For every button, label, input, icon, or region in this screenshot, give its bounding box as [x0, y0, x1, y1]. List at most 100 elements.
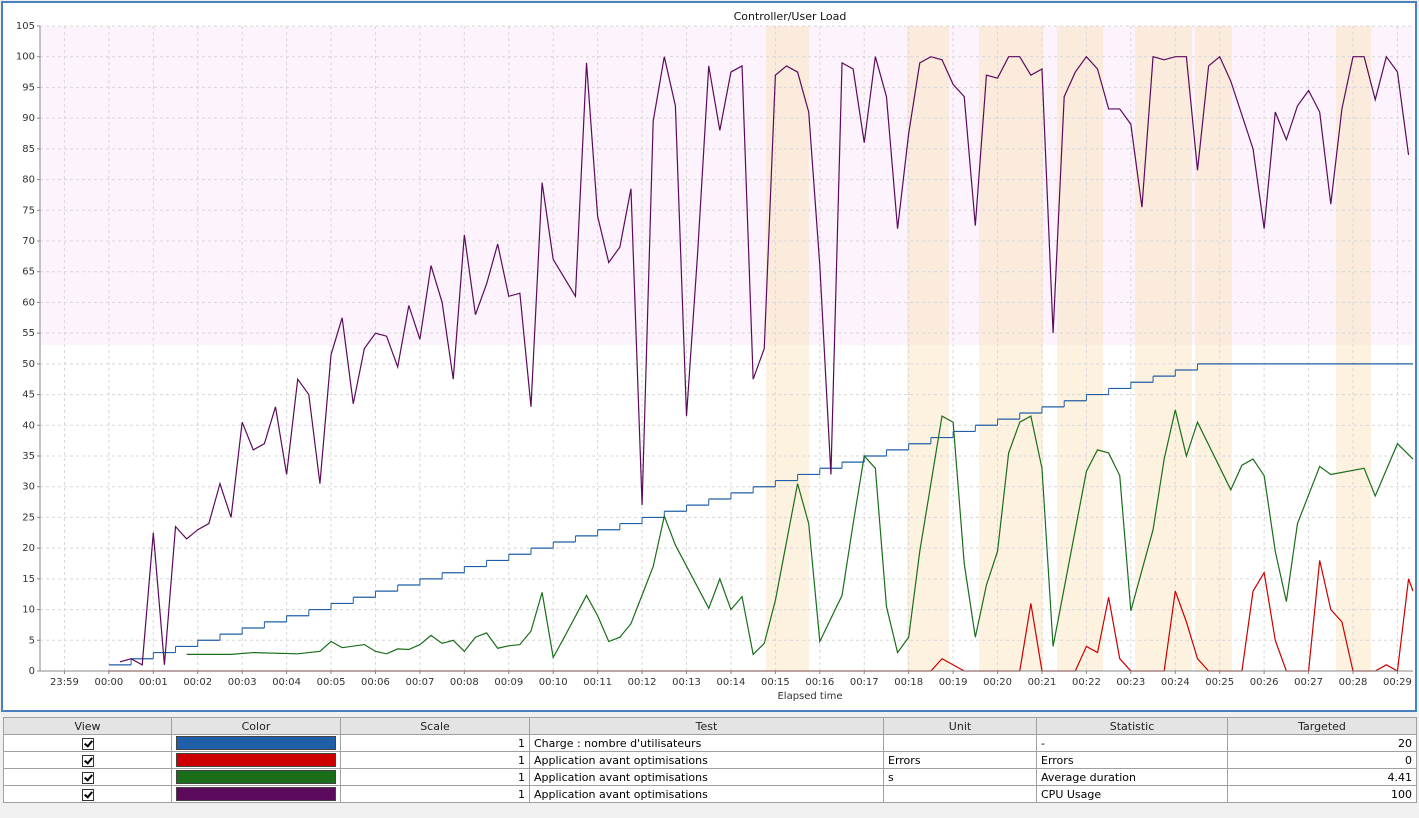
x-tick-label: 00:11: [583, 677, 612, 688]
y-tick-label: 45: [22, 390, 35, 401]
column-header: Unit: [883, 717, 1037, 735]
table-row: 1 Application avant optimisations Errors Er…: [3, 751, 1417, 769]
x-tick-label: 00:09: [494, 677, 523, 688]
series-line: [186, 409, 1414, 660]
x-tick-label: 00:08: [450, 677, 479, 688]
y-tick-label: 15: [22, 574, 35, 585]
band: [1057, 26, 1103, 671]
view-cell: [3, 734, 172, 752]
band: [1135, 26, 1192, 671]
table-header: View Color Scale Test Unit Statistic Targeted: [3, 717, 1417, 735]
y-tick-label: 25: [22, 512, 35, 523]
scale-cell: 1: [340, 785, 530, 803]
series-lines: [108, 55, 1414, 672]
x-tick-label: 00:24: [1161, 677, 1190, 688]
y-tick-label: 50: [22, 359, 35, 370]
x-tick-label: 00:28: [1339, 677, 1368, 688]
x-tick-label: 00:10: [539, 677, 568, 688]
y-tick-label: 80: [22, 175, 35, 186]
column-header: View: [3, 717, 172, 735]
series-line: [108, 560, 1414, 672]
x-tick-label: 23:59: [50, 677, 79, 688]
targeted-cell: 4.41: [1227, 768, 1417, 786]
y-tick-label: 10: [22, 605, 35, 616]
table-body: 1 Charge : nombre d'utilisateurs -20 1 Appli…: [3, 734, 1417, 803]
color-cell: [171, 751, 341, 769]
statistic-cell: Average duration: [1036, 768, 1228, 786]
x-tick-label: 00:22: [1072, 677, 1101, 688]
x-tick-label: 00:29: [1383, 677, 1412, 688]
band: [1336, 26, 1371, 671]
x-axis-label: Elapsed time: [777, 691, 842, 702]
x-tick-label: 00:14: [717, 677, 746, 688]
x-tick-label: 00:18: [894, 677, 923, 688]
x-tick-label: 00:13: [672, 677, 701, 688]
highlight-bands: [766, 26, 1371, 671]
x-tick-label: 00:02: [183, 677, 212, 688]
unit-cell: [883, 734, 1037, 752]
scale-cell: 1: [340, 768, 530, 786]
y-tick-label: 35: [22, 451, 35, 462]
x-tick-label: 00:27: [1294, 677, 1323, 688]
x-tick-label: 00:05: [317, 677, 346, 688]
x-tick-label: 00:06: [361, 677, 390, 688]
band: [979, 26, 1043, 671]
unit-cell: s: [883, 768, 1037, 786]
y-tick-label: 100: [16, 52, 35, 63]
unit-cell: [883, 785, 1037, 803]
statistic-cell: -: [1036, 734, 1228, 752]
y-tick-label: 85: [22, 144, 35, 155]
x-tick-label: 00:20: [983, 677, 1012, 688]
color-cell: [171, 785, 341, 803]
chart: Controller/User Load Elapsed time 0 5 10 15…: [1, 1, 1417, 712]
x-tick-label: 00:01: [139, 677, 168, 688]
statistic-cell: Errors: [1036, 751, 1228, 769]
grid: [37, 25, 1413, 674]
test-cell: Charge : nombre d'utilisateurs: [529, 734, 884, 752]
checkbox[interactable]: [81, 737, 94, 750]
column-header: Test: [529, 717, 884, 735]
color-swatch: [176, 736, 336, 750]
checkbox[interactable]: [81, 788, 94, 801]
table-row: 1 Application avant optimisations CPU Usag…: [3, 785, 1417, 803]
color-swatch: [176, 787, 336, 801]
x-tick-label: 00:12: [628, 677, 657, 688]
checkbox[interactable]: [81, 771, 94, 784]
checkbox[interactable]: [81, 754, 94, 767]
statistic-cell: CPU Usage: [1036, 785, 1228, 803]
y-tick-label: 90: [22, 113, 35, 124]
color-swatch: [176, 753, 336, 767]
y-tick-label: 20: [22, 543, 35, 554]
series-table: View Color Scale Test Unit Statistic Targeted …: [3, 717, 1417, 803]
x-tick-label: 00:03: [228, 677, 257, 688]
y-tick-label: 70: [22, 236, 35, 247]
scale-cell: 1: [340, 751, 530, 769]
table-row: 1 Charge : nombre d'utilisateurs -20: [3, 734, 1417, 752]
view-cell: [3, 785, 172, 803]
color-cell: [171, 768, 341, 786]
chart-title: Controller/User Load: [734, 10, 847, 23]
column-header: Targeted: [1227, 717, 1417, 735]
x-tick-label: 00:25: [1205, 677, 1234, 688]
color-swatch: [176, 770, 336, 784]
targeted-cell: 20: [1227, 734, 1417, 752]
y-tick-label: 60: [22, 297, 35, 308]
upper-zone: [40, 26, 1413, 345]
test-cell: Application avant optimisations: [529, 768, 884, 786]
x-tick-label: 00:00: [94, 677, 123, 688]
y-tick-label: 105: [16, 21, 35, 32]
x-tick-label: 00:21: [1028, 677, 1057, 688]
view-cell: [3, 768, 172, 786]
test-cell: Application avant optimisations: [529, 751, 884, 769]
band: [766, 26, 809, 671]
y-tick-label: 95: [22, 82, 35, 93]
unit-cell: Errors: [883, 751, 1037, 769]
x-tick-label: 00:17: [850, 677, 879, 688]
y-tick-label: 5: [29, 635, 35, 646]
column-header: Color: [171, 717, 341, 735]
view-cell: [3, 751, 172, 769]
x-tick-label: 00:16: [805, 677, 834, 688]
targeted-cell: 0: [1227, 751, 1417, 769]
y-tick-label: 30: [22, 482, 35, 493]
